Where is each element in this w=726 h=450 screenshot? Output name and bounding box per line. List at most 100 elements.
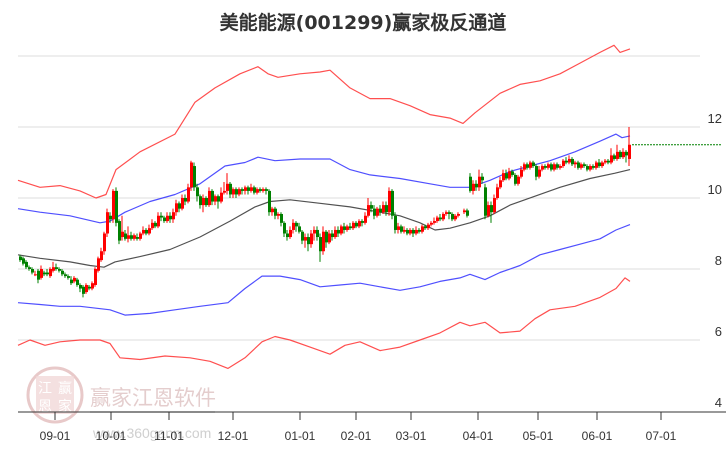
candle bbox=[463, 208, 466, 214]
candle bbox=[376, 206, 379, 218]
outer-upper-band-line bbox=[17, 44, 631, 199]
candle bbox=[592, 164, 595, 170]
x-tick-label: 05-01 bbox=[523, 429, 554, 443]
candle bbox=[286, 229, 289, 241]
x-tick-label: 04-01 bbox=[463, 429, 494, 443]
candle bbox=[355, 221, 358, 229]
x-tick-label: 02-01 bbox=[341, 429, 372, 443]
candle bbox=[169, 212, 172, 223]
candle bbox=[241, 187, 244, 195]
candle bbox=[202, 194, 205, 213]
candle bbox=[250, 183, 253, 193]
candle bbox=[214, 194, 217, 206]
candle bbox=[382, 201, 385, 214]
candle bbox=[22, 256, 25, 266]
candle bbox=[574, 160, 577, 168]
candle bbox=[544, 164, 547, 170]
watermark-url: www.360gann.com bbox=[92, 425, 211, 441]
candle bbox=[172, 208, 175, 223]
candlesticks bbox=[19, 127, 631, 298]
candle bbox=[364, 212, 367, 225]
candle bbox=[451, 212, 454, 222]
candle bbox=[523, 162, 526, 172]
candle bbox=[301, 229, 304, 245]
y-tick-label: 8 bbox=[715, 253, 722, 268]
candle bbox=[538, 166, 541, 179]
candle bbox=[148, 224, 151, 236]
candle bbox=[511, 169, 514, 177]
candle bbox=[283, 221, 286, 238]
candle bbox=[466, 208, 469, 218]
candle bbox=[121, 215, 124, 241]
watermark-brand: 赢家江恩软件 bbox=[90, 386, 216, 410]
svg-text:家: 家 bbox=[58, 398, 72, 415]
candle bbox=[589, 164, 592, 172]
candle bbox=[484, 183, 487, 220]
x-tick-label: 10-01 bbox=[96, 429, 127, 443]
candle bbox=[295, 221, 298, 232]
candle bbox=[529, 160, 532, 170]
candle bbox=[493, 194, 496, 214]
candle bbox=[547, 162, 550, 170]
candle bbox=[163, 215, 166, 223]
candle bbox=[475, 180, 478, 191]
candle bbox=[25, 260, 28, 269]
candle bbox=[97, 256, 100, 273]
x-tick-label: 09-01 bbox=[40, 429, 71, 443]
candle bbox=[478, 169, 481, 191]
candle bbox=[67, 274, 70, 280]
candle bbox=[565, 157, 568, 165]
candle bbox=[55, 263, 58, 271]
candle bbox=[613, 153, 616, 161]
candle bbox=[595, 160, 598, 170]
inner-upper-band-line bbox=[17, 133, 631, 224]
candle bbox=[61, 269, 64, 277]
candle bbox=[244, 185, 247, 195]
candle bbox=[157, 212, 160, 229]
candle bbox=[109, 212, 112, 223]
outer-lower-band-line bbox=[17, 277, 631, 369]
candle bbox=[217, 194, 220, 209]
candle bbox=[586, 164, 589, 172]
candle bbox=[85, 283, 88, 294]
candle bbox=[370, 201, 373, 213]
candle bbox=[553, 162, 556, 172]
candle bbox=[103, 231, 106, 255]
candle bbox=[499, 176, 502, 190]
y-axis: 4 6 8 10 12 bbox=[708, 111, 722, 410]
candle bbox=[361, 219, 364, 227]
candle bbox=[190, 160, 193, 191]
candle bbox=[223, 182, 226, 195]
channel-bands bbox=[17, 44, 631, 369]
candle bbox=[91, 281, 94, 291]
candle bbox=[541, 164, 544, 172]
candle bbox=[346, 224, 349, 232]
svg-text:恩: 恩 bbox=[38, 399, 52, 415]
candle bbox=[100, 247, 103, 262]
x-tick-label: 01-01 bbox=[285, 429, 316, 443]
candle bbox=[79, 283, 82, 293]
candle bbox=[556, 162, 559, 170]
candle bbox=[601, 160, 604, 168]
candle bbox=[43, 270, 46, 277]
candle bbox=[19, 254, 22, 262]
candle bbox=[274, 206, 277, 220]
candle bbox=[532, 160, 535, 168]
candle bbox=[145, 228, 148, 236]
candle bbox=[418, 228, 421, 234]
candle bbox=[31, 267, 34, 275]
chart-title: 美能能源(001299)赢家极反通道 bbox=[219, 12, 507, 34]
candle bbox=[508, 167, 511, 181]
candle bbox=[403, 226, 406, 234]
candle bbox=[562, 158, 565, 168]
candle bbox=[415, 226, 418, 236]
candle bbox=[571, 157, 574, 167]
candle bbox=[610, 148, 613, 165]
x-tick-label: 03-01 bbox=[396, 429, 427, 443]
candle bbox=[379, 205, 382, 216]
candle bbox=[445, 210, 448, 216]
y-tick-label: 10 bbox=[708, 182, 722, 197]
candle bbox=[619, 150, 622, 159]
candle bbox=[40, 265, 43, 280]
candle bbox=[184, 194, 187, 206]
